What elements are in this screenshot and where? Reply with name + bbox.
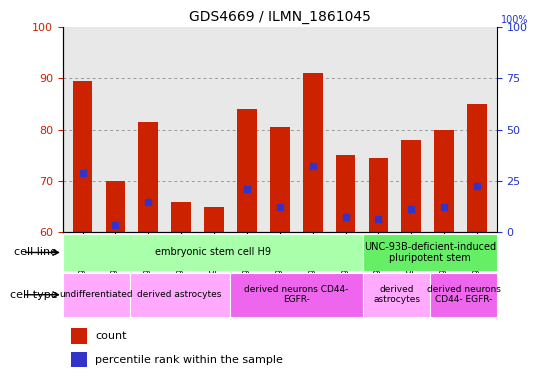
Bar bbox=[230, 273, 363, 317]
Bar bbox=[363, 273, 430, 317]
Bar bbox=[72, 351, 87, 367]
Text: derived neurons
CD44- EGFR-: derived neurons CD44- EGFR- bbox=[426, 285, 500, 305]
Bar bbox=[401, 140, 421, 232]
Bar bbox=[435, 129, 454, 232]
Bar bbox=[129, 273, 230, 317]
Bar bbox=[105, 181, 125, 232]
Text: derived astrocytes: derived astrocytes bbox=[138, 290, 222, 299]
Bar bbox=[72, 328, 87, 344]
Bar bbox=[204, 207, 224, 232]
Text: undifferentiated: undifferentiated bbox=[60, 290, 133, 299]
Bar bbox=[63, 234, 363, 271]
Bar bbox=[270, 127, 290, 232]
Text: embryonic stem cell H9: embryonic stem cell H9 bbox=[155, 247, 271, 258]
Text: derived
astrocytes: derived astrocytes bbox=[373, 285, 420, 305]
Bar bbox=[237, 109, 257, 232]
Text: derived neurons CD44-
EGFR-: derived neurons CD44- EGFR- bbox=[244, 285, 349, 305]
Bar bbox=[171, 202, 191, 232]
Title: GDS4669 / ILMN_1861045: GDS4669 / ILMN_1861045 bbox=[189, 10, 371, 25]
Bar bbox=[336, 155, 355, 232]
Bar bbox=[363, 234, 497, 271]
Text: percentile rank within the sample: percentile rank within the sample bbox=[96, 354, 283, 364]
Bar bbox=[467, 104, 487, 232]
Bar bbox=[430, 273, 497, 317]
Bar bbox=[369, 158, 388, 232]
Bar bbox=[63, 273, 129, 317]
Text: count: count bbox=[96, 331, 127, 341]
Bar bbox=[139, 122, 158, 232]
Text: UNC-93B-deficient-induced
pluripotent stem: UNC-93B-deficient-induced pluripotent st… bbox=[364, 242, 496, 263]
Bar bbox=[73, 81, 92, 232]
Text: cell line: cell line bbox=[14, 247, 57, 258]
Text: 100%: 100% bbox=[501, 15, 529, 25]
Bar bbox=[303, 73, 323, 232]
Text: cell type: cell type bbox=[10, 290, 57, 300]
